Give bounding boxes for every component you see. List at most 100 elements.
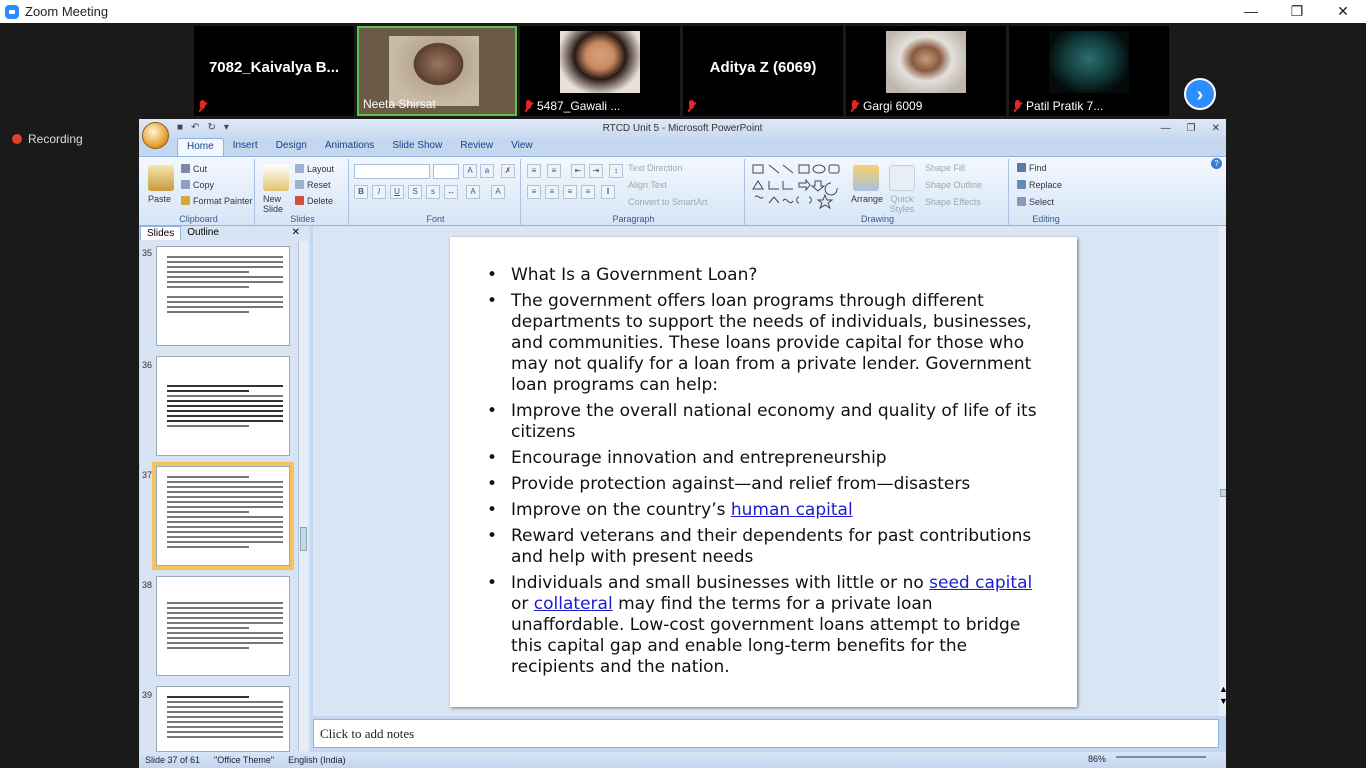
tab-design[interactable]: Design — [275, 140, 307, 151]
recording-label: Recording — [28, 132, 83, 146]
participant-tile[interactable]: 5487_Gawali ... — [520, 26, 680, 116]
participant-tile[interactable]: Aditya Z (6069) — [683, 26, 843, 116]
redo-icon[interactable]: ↻ — [207, 122, 216, 133]
slide-scrollbar[interactable]: ▲ ▼ — [1219, 226, 1226, 716]
slide-bullets[interactable]: What Is a Government Loan? The governmen… — [485, 265, 1045, 683]
next-page-button[interactable]: › — [1184, 78, 1216, 110]
tab-review[interactable]: Review — [460, 140, 494, 151]
slide-scroll-thumb[interactable] — [1220, 489, 1226, 497]
reset-button[interactable]: Reset — [295, 180, 331, 190]
tab-view[interactable]: View — [511, 140, 533, 151]
tab-slide-show[interactable]: Slide Show — [392, 140, 443, 151]
restore-button[interactable]: ❐ — [1290, 3, 1304, 19]
ppt-minimize-button[interactable]: — — [1160, 123, 1171, 134]
underline-icon[interactable]: U — [390, 185, 404, 199]
current-slide[interactable]: What Is a Government Loan? The governmen… — [450, 237, 1077, 707]
tab-insert[interactable]: Insert — [232, 140, 258, 151]
quick-access-toolbar: ■ ↶ ↻ ▾ — [177, 122, 229, 133]
undo-icon[interactable]: ↶ — [191, 122, 200, 133]
clear-format-icon[interactable]: ✗ — [501, 164, 515, 178]
font-color-icon[interactable]: A — [491, 185, 505, 199]
paste-button[interactable]: Paste — [148, 194, 172, 204]
tab-home[interactable]: Home — [177, 138, 224, 156]
participant-tile[interactable]: 7082_Kaivalya B... — [194, 26, 354, 116]
help-icon[interactable]: ? — [1211, 158, 1222, 169]
shape-effects-button[interactable]: Shape Effects — [925, 197, 981, 207]
line-spacing-icon[interactable]: ↕ — [609, 164, 623, 178]
prev-slide-icon[interactable]: ▲ — [1219, 684, 1226, 694]
shape-outline-button[interactable]: Shape Outline — [925, 180, 983, 190]
ppt-close-button[interactable]: ✕ — [1211, 123, 1220, 134]
align-left-icon[interactable]: ≡ — [527, 185, 541, 199]
bullets-icon[interactable]: ≡ — [527, 164, 541, 178]
decrease-indent-icon[interactable]: ⇤ — [571, 164, 585, 178]
text-direction-button[interactable]: Text Direction — [628, 163, 683, 173]
paste-icon — [148, 165, 174, 191]
participant-tile[interactable]: Patil Pratik 7... — [1009, 26, 1169, 116]
participant-tile-active[interactable]: Neeta Shirsat — [357, 26, 517, 116]
shrink-font-icon[interactable]: a — [480, 164, 494, 178]
paragraph-group: ≡ ≡ ⇤ ⇥ ↕ ≡ ≡ ≡ ≡ ‖ Text Direction Align… — [523, 159, 745, 225]
font-name-box[interactable] — [354, 164, 430, 179]
arrange-button[interactable]: Arrange — [851, 194, 884, 204]
powerpoint-window: ■ ↶ ↻ ▾ RTCD Unit 5 - Microsoft PowerPoi… — [139, 119, 1226, 768]
slide-thumbnail[interactable] — [156, 686, 290, 752]
shape-fill-button[interactable]: Shape Fill — [925, 163, 966, 173]
tab-slides[interactable]: Slides — [140, 226, 182, 240]
pane-scroll-thumb[interactable] — [300, 527, 307, 551]
columns-icon[interactable]: ‖ — [601, 185, 615, 199]
new-slide-button[interactable]: New Slide — [263, 194, 284, 214]
cut-button[interactable]: Cut — [181, 164, 207, 174]
participant-tile[interactable]: Gargi 6009 — [846, 26, 1006, 116]
close-pane-icon[interactable]: ✕ — [291, 227, 300, 238]
justify-icon[interactable]: ≡ — [581, 185, 595, 199]
strike-icon[interactable]: S — [408, 185, 422, 199]
muted-mic-icon — [198, 100, 207, 113]
human-capital-link[interactable]: human capital — [730, 500, 853, 520]
save-icon[interactable]: ■ — [177, 122, 184, 133]
pane-tabs: Slides Outline ✕ — [140, 226, 310, 240]
pane-scrollbar[interactable] — [298, 241, 308, 751]
copy-button[interactable]: Copy — [181, 180, 214, 190]
qat-dropdown-icon[interactable]: ▾ — [223, 122, 229, 133]
quick-styles-button[interactable]: Quick Styles — [889, 194, 915, 214]
layout-button[interactable]: Layout — [295, 164, 334, 174]
ppt-restore-button[interactable]: ❐ — [1186, 123, 1196, 134]
italic-icon[interactable]: I — [372, 185, 386, 199]
zoom-slider[interactable] — [1116, 756, 1206, 758]
convert-smartart-button[interactable]: Convert to SmartArt — [628, 197, 708, 207]
slide-thumbnail-selected[interactable] — [152, 462, 294, 570]
arrange-icon — [853, 165, 879, 191]
shapes-gallery-icon[interactable] — [751, 163, 846, 211]
slide-thumbnail[interactable] — [156, 246, 290, 346]
slide-thumbnail[interactable] — [156, 576, 290, 676]
shadow-icon[interactable]: s — [426, 185, 440, 199]
numbering-icon[interactable]: ≡ — [547, 164, 561, 178]
minimize-button[interactable]: — — [1244, 3, 1258, 19]
tab-animations[interactable]: Animations — [324, 140, 375, 151]
delete-button[interactable]: Delete — [295, 196, 333, 206]
grow-font-icon[interactable]: A — [463, 164, 477, 178]
font-size-box[interactable] — [433, 164, 459, 179]
seed-capital-link[interactable]: seed capital — [929, 573, 1033, 593]
group-label: Font — [426, 214, 445, 224]
spacing-icon[interactable]: ↔ — [444, 185, 458, 199]
align-center-icon[interactable]: ≡ — [545, 185, 559, 199]
bold-icon[interactable]: B — [354, 185, 368, 199]
slide-thumbnail[interactable] — [156, 356, 290, 456]
collateral-link[interactable]: collateral — [533, 594, 613, 614]
align-text-button[interactable]: Align Text — [628, 180, 667, 190]
office-button[interactable] — [142, 122, 169, 149]
format-painter-button[interactable]: Format Painter — [181, 196, 253, 206]
close-button[interactable]: ✕ — [1337, 3, 1349, 19]
select-button[interactable]: Select — [1017, 197, 1054, 207]
next-slide-icon[interactable]: ▼ — [1219, 696, 1226, 706]
notes-pane[interactable]: Click to add notes — [313, 719, 1219, 748]
zoom-level[interactable]: 86% — [1087, 754, 1106, 764]
tab-outline[interactable]: Outline — [187, 227, 219, 238]
align-right-icon[interactable]: ≡ — [563, 185, 577, 199]
increase-indent-icon[interactable]: ⇥ — [589, 164, 603, 178]
replace-button[interactable]: Replace — [1017, 180, 1062, 190]
change-case-icon[interactable]: A — [466, 185, 480, 199]
find-button[interactable]: Find — [1017, 163, 1047, 173]
